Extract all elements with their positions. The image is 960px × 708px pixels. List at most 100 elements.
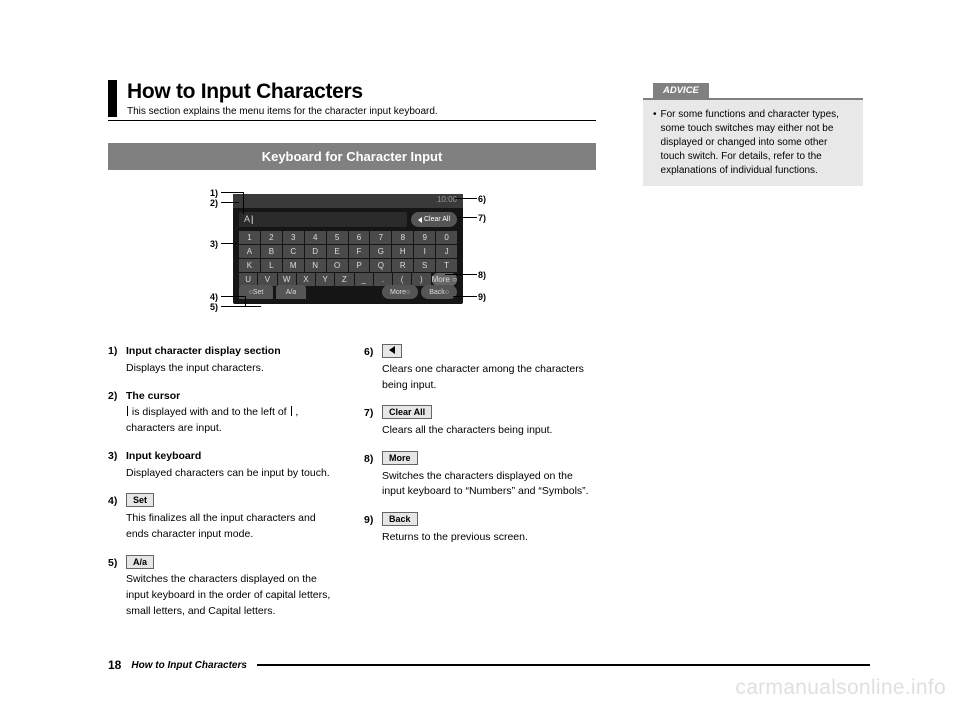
kb-key: Q xyxy=(370,259,391,272)
keyboard-figure: 10:00 A| Clear All 1234567890ABCDEFGHIJK… xyxy=(197,184,507,324)
item-head: 7)Clear All xyxy=(364,405,596,422)
kb-back-label: Back xyxy=(429,289,445,296)
item-body: Clears one character among the character… xyxy=(382,362,596,394)
kb-key: 8 xyxy=(392,231,413,244)
list-item: 8)MoreSwitches the characters displayed … xyxy=(364,451,596,500)
button-label-box xyxy=(382,344,402,358)
kb-clear-all-label: Clear All xyxy=(424,212,450,227)
list-item: 7)Clear AllClears all the characters bei… xyxy=(364,405,596,439)
footer-rule xyxy=(257,664,870,667)
list-item: 1)Input character display sectionDisplay… xyxy=(108,344,340,377)
button-label-box: More xyxy=(382,451,418,465)
callout-6: 6) xyxy=(478,194,486,204)
kb-more-label: More xyxy=(390,289,406,296)
kb-key: 0 xyxy=(436,231,457,244)
kb-key: 2 xyxy=(261,231,282,244)
kb-row: ABCDEFGHIJ xyxy=(239,245,457,258)
kb-key: J xyxy=(436,245,457,258)
callout-4: 4) xyxy=(210,292,218,302)
footer: 18 How to Input Characters xyxy=(108,658,870,672)
kb-top-band: 10:00 xyxy=(233,194,463,208)
kb-row: 1234567890 xyxy=(239,231,457,244)
callout-9: 9) xyxy=(478,292,486,302)
button-label-box: Set xyxy=(126,493,154,507)
kb-key: I xyxy=(414,245,435,258)
kb-input-prefix: A xyxy=(244,212,250,227)
advice-body: • For some functions and character types… xyxy=(643,98,863,186)
kb-more-button: More ○ xyxy=(382,285,418,299)
advice-tab: ADVICE xyxy=(653,83,709,98)
kb-key: 6 xyxy=(349,231,370,244)
kb-back-button: Back ○ xyxy=(421,285,457,299)
kb-set-label: Set xyxy=(253,289,264,296)
item-body: Returns to the previous screen. xyxy=(382,530,596,546)
item-head: 9)Back xyxy=(364,512,596,529)
button-label-box: Back xyxy=(382,512,418,526)
kb-key: D xyxy=(305,245,326,258)
kb-key: 9 xyxy=(414,231,435,244)
advice-box: ADVICE • For some functions and characte… xyxy=(643,80,863,186)
callout-8: 8) xyxy=(478,270,486,280)
kb-clock: 10:00 xyxy=(437,195,457,204)
list-item: 6)Clears one character among the charact… xyxy=(364,344,596,393)
item-head: 1)Input character display section xyxy=(108,344,340,360)
list-item: 2)The cursor is displayed with and to th… xyxy=(108,389,340,437)
callout-5: 5) xyxy=(210,302,218,312)
item-body: This finalizes all the input characters … xyxy=(126,511,340,543)
callout-1: 1) xyxy=(210,188,218,198)
kb-key: 5 xyxy=(327,231,348,244)
kb-key: 3 xyxy=(283,231,304,244)
kb-key: S xyxy=(414,259,435,272)
kb-key: H xyxy=(392,245,413,258)
kb-key: 4 xyxy=(305,231,326,244)
kb-key: K xyxy=(239,259,260,272)
advice-text: For some functions and character types, … xyxy=(661,108,853,178)
callout-7: 7) xyxy=(478,213,486,223)
watermark: carmanualsonline.info xyxy=(735,676,946,700)
list-item: 5)A/aSwitches the characters displayed o… xyxy=(108,555,340,620)
kb-key: C xyxy=(283,245,304,258)
item-body: Switches the characters displayed on the… xyxy=(126,572,340,619)
item-body: Switches the characters displayed on the… xyxy=(382,469,596,501)
kb-clear-all: Clear All xyxy=(411,212,457,227)
items-col-left: 1)Input character display sectionDisplay… xyxy=(108,344,340,632)
section-banner: Keyboard for Character Input xyxy=(108,143,596,170)
header-underline xyxy=(108,120,596,121)
kb-key: T xyxy=(436,259,457,272)
list-item: 4)SetThis finalizes all the input charac… xyxy=(108,493,340,542)
kb-key: O xyxy=(327,259,348,272)
footer-text: How to Input Characters xyxy=(131,660,247,671)
kb-key: 7 xyxy=(370,231,391,244)
item-head: 3)Input keyboard xyxy=(108,449,340,465)
kb-aa-button: A/a xyxy=(276,285,306,299)
kb-key-grid: 1234567890ABCDEFGHIJKLMNOPQRSTUVWXYZ_.()… xyxy=(239,231,457,286)
button-label-box: Clear All xyxy=(382,405,432,419)
kb-row: KLMNOPQRST xyxy=(239,259,457,272)
kb-key: G xyxy=(370,245,391,258)
item-head: 6) xyxy=(364,344,596,361)
keyboard-screen: 10:00 A| Clear All 1234567890ABCDEFGHIJK… xyxy=(233,194,463,304)
kb-key: E xyxy=(327,245,348,258)
kb-key: R xyxy=(392,259,413,272)
callout-2: 2) xyxy=(210,198,218,208)
item-head: 4)Set xyxy=(108,493,340,510)
kb-key: P xyxy=(349,259,370,272)
kb-key: F xyxy=(349,245,370,258)
item-body: Displays the input characters. xyxy=(126,361,340,377)
kb-key: 1 xyxy=(239,231,260,244)
item-head: 8)More xyxy=(364,451,596,468)
list-item: 3)Input keyboardDisplayed characters can… xyxy=(108,449,340,482)
items-list: 1)Input character display sectionDisplay… xyxy=(108,344,596,632)
kb-key: A xyxy=(239,245,260,258)
item-head: 5)A/a xyxy=(108,555,340,572)
kb-key: B xyxy=(261,245,282,258)
list-item: 9)BackReturns to the previous screen. xyxy=(364,512,596,546)
item-body: is displayed with and to the left of , c… xyxy=(126,405,340,437)
footer-page-num: 18 xyxy=(108,658,121,672)
item-body: Clears all the characters being input. xyxy=(382,423,596,439)
kb-key: N xyxy=(305,259,326,272)
callout-3: 3) xyxy=(210,239,218,249)
items-col-right: 6)Clears one character among the charact… xyxy=(364,344,596,632)
button-label-box: A/a xyxy=(126,555,154,569)
kb-input-box: A| xyxy=(239,212,407,227)
